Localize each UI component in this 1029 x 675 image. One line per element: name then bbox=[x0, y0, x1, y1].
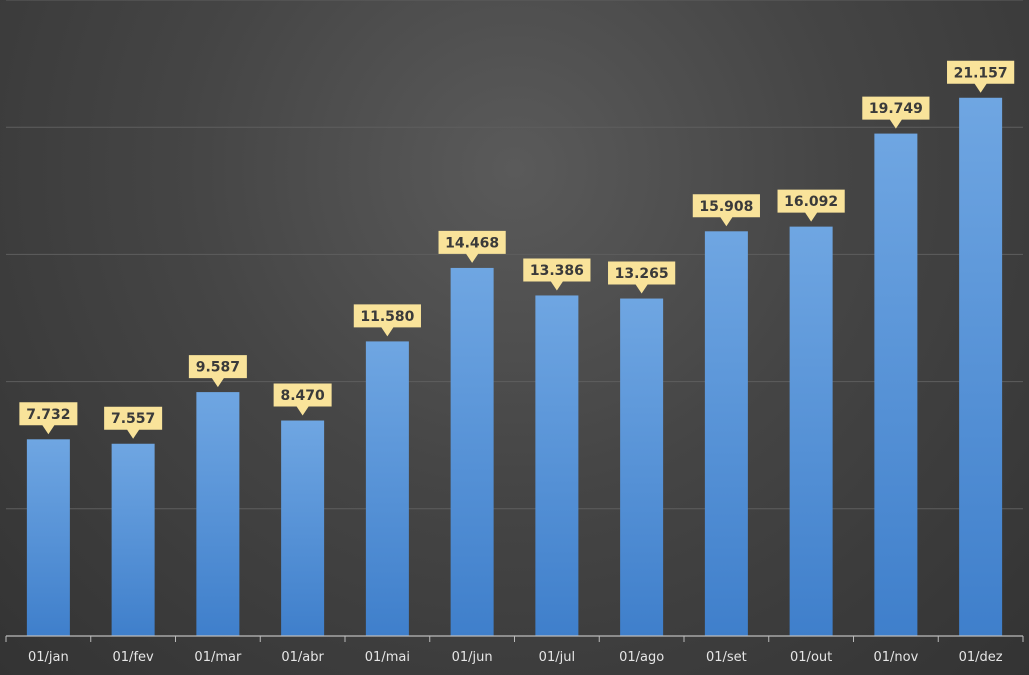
data-label-text: 7.732 bbox=[26, 407, 70, 423]
x-tick-label-01/mai: 01/mai bbox=[365, 650, 410, 665]
data-label-01/out: 16.092 bbox=[777, 189, 845, 222]
data-label-box bbox=[188, 355, 247, 388]
data-label-text: 16.092 bbox=[784, 194, 838, 210]
data-label-01/jan: 7.732 bbox=[19, 402, 78, 435]
data-label-text: 19.749 bbox=[869, 101, 923, 117]
x-tick-label-01/dez: 01/dez bbox=[959, 650, 1003, 665]
x-tick-label-01/set: 01/set bbox=[706, 650, 747, 665]
x-tick-label-01/fev: 01/fev bbox=[113, 650, 154, 665]
bar-01/abr bbox=[281, 420, 325, 636]
data-label-01/dez: 21.157 bbox=[947, 60, 1015, 93]
x-tick-label-01/nov: 01/nov bbox=[873, 650, 918, 665]
bar-01/set bbox=[704, 231, 748, 636]
data-label-box bbox=[19, 402, 78, 435]
data-label-box bbox=[862, 96, 930, 129]
data-label-01/ago: 13.265 bbox=[608, 261, 676, 294]
data-label-01/mar: 9.587 bbox=[188, 355, 247, 388]
data-label-box bbox=[353, 304, 421, 337]
bar-01/dez bbox=[959, 97, 1003, 636]
data-label-text: 14.468 bbox=[445, 235, 499, 251]
data-label-box bbox=[608, 261, 676, 294]
x-tick-label-01/abr: 01/abr bbox=[281, 650, 324, 665]
data-label-text: 7.557 bbox=[111, 411, 155, 427]
bar-01/ago bbox=[620, 298, 664, 636]
data-label-text: 11.580 bbox=[360, 309, 414, 325]
data-label-box bbox=[104, 406, 163, 439]
x-axis: 01/jan 01/fev 01/mar 01/abr 01/mai 01/jun 01/j… bbox=[5, 635, 1024, 665]
data-label-box bbox=[273, 383, 332, 416]
data-labels: 7.732 7.557 9.587 8.470 11.580 14.468 13.386 13… bbox=[19, 60, 1015, 439]
data-label-box bbox=[438, 230, 506, 263]
bar-01/jan bbox=[26, 439, 70, 636]
data-label-text: 21.157 bbox=[954, 65, 1008, 81]
data-label-01/nov: 19.749 bbox=[862, 96, 930, 129]
data-label-text: 13.265 bbox=[615, 266, 669, 282]
data-label-01/abr: 8.470 bbox=[273, 383, 332, 416]
bar-01/mar bbox=[196, 392, 240, 636]
bar-01/jun bbox=[450, 267, 494, 636]
bar-01/jul bbox=[535, 295, 579, 636]
data-label-box bbox=[777, 189, 845, 222]
data-label-01/jul: 13.386 bbox=[523, 258, 591, 291]
data-label-box bbox=[523, 258, 591, 291]
data-label-01/fev: 7.557 bbox=[104, 406, 163, 439]
data-label-text: 8.470 bbox=[280, 388, 325, 404]
data-label-text: 13.386 bbox=[530, 263, 584, 279]
data-label-box bbox=[692, 194, 760, 227]
data-label-01/mai: 11.580 bbox=[353, 304, 421, 337]
bar-01/fev bbox=[111, 443, 155, 636]
x-tick-label-01/jun: 01/jun bbox=[452, 650, 493, 665]
bar-01/out bbox=[789, 226, 833, 637]
bar-01/mai bbox=[365, 341, 409, 636]
data-label-01/jun: 14.468 bbox=[438, 230, 506, 263]
data-label-text: 9.587 bbox=[196, 360, 240, 376]
data-label-box bbox=[947, 60, 1015, 93]
x-tick-label-01/mar: 01/mar bbox=[194, 650, 242, 665]
bars bbox=[26, 97, 1003, 637]
x-tick-label-01/out: 01/out bbox=[790, 650, 832, 665]
gridlines bbox=[6, 0, 1023, 510]
bar-01/nov bbox=[874, 133, 918, 636]
data-label-text: 15.908 bbox=[699, 199, 753, 215]
x-tick-label-01/ago: 01/ago bbox=[619, 650, 664, 665]
data-label-01/set: 15.908 bbox=[692, 194, 760, 227]
x-tick-label-01/jul: 01/jul bbox=[539, 650, 575, 665]
x-tick-label-01/jan: 01/jan bbox=[28, 650, 69, 665]
